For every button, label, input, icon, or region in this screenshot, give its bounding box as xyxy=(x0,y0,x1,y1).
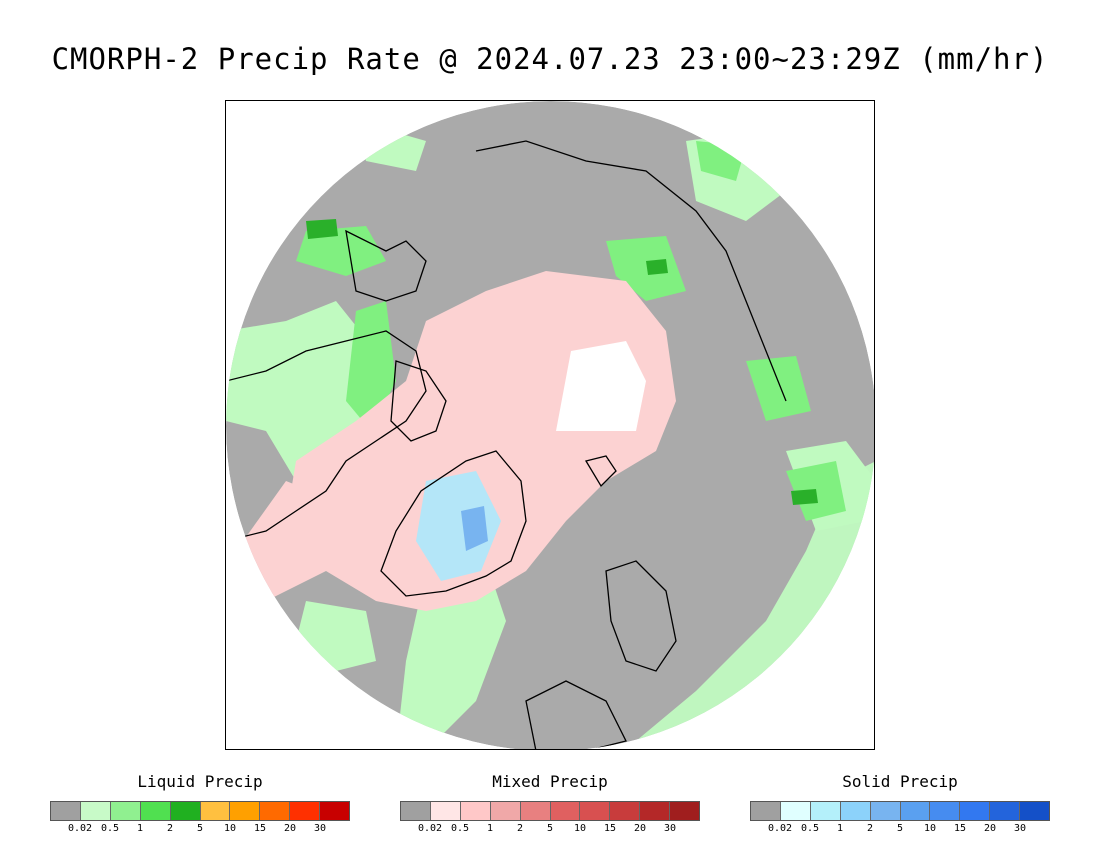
legend-tick-label: 0.02 xyxy=(417,823,443,834)
coastline-canadian-archipelago xyxy=(390,360,447,442)
precip-area-medium xyxy=(346,301,396,431)
legend-swatch xyxy=(990,802,1021,820)
legend-tick-label: 15 xyxy=(253,823,267,834)
coastline-europe xyxy=(525,680,627,749)
legend-tick-label: 0.02 xyxy=(767,823,793,834)
legend-tick-label: 30 xyxy=(313,823,327,834)
legend-swatch xyxy=(520,802,551,820)
legend-swatch xyxy=(490,802,521,820)
legend-swatch xyxy=(320,802,350,820)
legend-tick-label: 2 xyxy=(166,823,174,834)
legend-tick-label: 30 xyxy=(663,823,677,834)
legend-tick-label: 0.5 xyxy=(100,823,120,834)
legend-tick-label: 1 xyxy=(136,823,144,834)
legend-swatch xyxy=(580,802,611,820)
chart-title: CMORPH-2 Precip Rate @ 2024.07.23 23:00~… xyxy=(51,42,1049,76)
legend-swatch xyxy=(840,802,871,820)
precip-area-medium xyxy=(746,356,811,421)
legend-swatch xyxy=(290,802,321,820)
legend-tick-label: 0.5 xyxy=(800,823,820,834)
legend-tick-label: 0.02 xyxy=(67,823,93,834)
legend-tick-label: 15 xyxy=(953,823,967,834)
precip-area-medium xyxy=(606,236,686,301)
legend-swatch xyxy=(810,802,841,820)
no-data-region xyxy=(556,341,646,431)
solid-precip-core xyxy=(461,506,488,551)
legend-tick-label: 5 xyxy=(196,823,204,834)
legend-tick-label: 15 xyxy=(603,823,617,834)
legend-swatch xyxy=(1020,802,1050,820)
legend-title: Solid Precip xyxy=(842,772,958,791)
legend-swatch xyxy=(610,802,641,820)
legend-swatch xyxy=(460,802,491,820)
legend-tick-label: 5 xyxy=(546,823,554,834)
legend-mixed: Mixed Precip 0.02 0.5 1 2 5 10 15 20 30 xyxy=(400,772,700,835)
legend-swatch xyxy=(870,802,901,820)
legend-colorbar xyxy=(750,801,1050,821)
legend-title: Liquid Precip xyxy=(137,772,263,791)
legend-tick-label: 10 xyxy=(573,823,587,834)
coastline-scandinavia xyxy=(605,560,677,672)
legend-tick-label: 1 xyxy=(486,823,494,834)
legend-swatch xyxy=(260,802,291,820)
legend-swatch xyxy=(401,802,431,820)
polar-map xyxy=(225,100,875,750)
coastline-north-america xyxy=(226,330,427,542)
legend-tick-label: 30 xyxy=(1013,823,1027,834)
legend-tick-label: 10 xyxy=(223,823,237,834)
legend-swatch xyxy=(140,802,171,820)
legend-swatch xyxy=(430,802,461,820)
legend-swatch xyxy=(51,802,81,820)
legend-tick-label: 5 xyxy=(896,823,904,834)
coastline-svalbard xyxy=(584,455,617,488)
legend-swatch xyxy=(110,802,141,820)
legend-solid: Solid Precip 0.02 0.5 1 2 5 10 15 20 30 xyxy=(750,772,1050,835)
legend-swatch xyxy=(960,802,991,820)
legend-swatch xyxy=(930,802,961,820)
legend-liquid: Liquid Precip 0.02 0.5 1 2 5 10 15 20 30 xyxy=(50,772,350,835)
legend-title: Mixed Precip xyxy=(492,772,608,791)
legend-swatch xyxy=(550,802,581,820)
mixed-precip-area xyxy=(236,481,336,601)
legend-tick-label: 20 xyxy=(983,823,997,834)
precip-area-medium xyxy=(296,226,386,276)
legend-tick-label: 20 xyxy=(633,823,647,834)
precip-core xyxy=(646,259,668,275)
legend-tick-label: 1 xyxy=(836,823,844,834)
legend-ticks: 0.02 0.5 1 2 5 10 15 20 30 xyxy=(400,821,700,835)
precip-core xyxy=(306,219,338,239)
legend-tick-label: 2 xyxy=(866,823,874,834)
legend-swatch xyxy=(780,802,811,820)
legend-tick-label: 10 xyxy=(923,823,937,834)
coastlines xyxy=(226,140,787,749)
legend-swatch xyxy=(751,802,781,820)
precip-area-light xyxy=(296,601,376,671)
legend-colorbar xyxy=(50,801,350,821)
legend-swatch xyxy=(670,802,700,820)
solid-precip-area xyxy=(416,471,501,581)
legend-swatch xyxy=(230,802,261,820)
legend-swatch xyxy=(640,802,671,820)
coastline-siberia xyxy=(475,140,787,402)
polar-map-svg xyxy=(226,101,874,749)
legend-tick-label: 0.5 xyxy=(450,823,470,834)
legend-colorbar xyxy=(400,801,700,821)
legend-swatch xyxy=(900,802,931,820)
legend-tick-label: 2 xyxy=(516,823,524,834)
legend-swatch xyxy=(200,802,231,820)
legend-swatch xyxy=(170,802,201,820)
precip-core xyxy=(791,489,818,505)
coastline-greenland xyxy=(380,450,527,597)
legend-ticks: 0.02 0.5 1 2 5 10 15 20 30 xyxy=(50,821,350,835)
legend-ticks: 0.02 0.5 1 2 5 10 15 20 30 xyxy=(750,821,1050,835)
coastline-alaska xyxy=(345,229,427,302)
legend-swatch xyxy=(80,802,111,820)
legend-tick-label: 20 xyxy=(283,823,297,834)
